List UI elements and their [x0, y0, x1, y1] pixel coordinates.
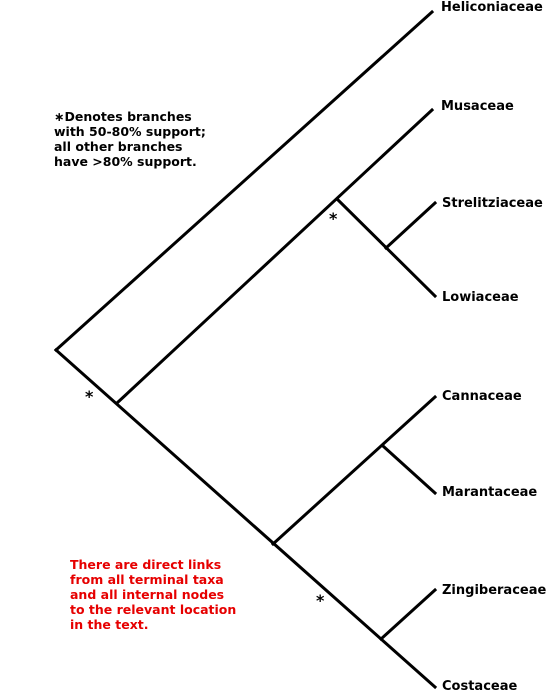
taxon-musaceae[interactable]: Musaceae: [441, 99, 514, 114]
taxon-heliconiaceae[interactable]: Heliconiaceae: [441, 0, 543, 15]
support-marker-ingroup-node: *: [85, 387, 94, 406]
support-marker-musaceae-clade: *: [329, 209, 338, 228]
branch-node6-marantaceae[interactable]: [380, 443, 438, 496]
links-note: There are direct links from all terminal…: [70, 557, 236, 632]
branch-node2-musaceae[interactable]: [114, 107, 435, 406]
taxon-lowiaceae[interactable]: Lowiaceae: [442, 290, 519, 305]
taxon-zingiberaceae[interactable]: Zingiberaceae: [442, 583, 546, 598]
branch-root-costaceae[interactable]: [53, 347, 438, 690]
branch-node4-strelitziaceae[interactable]: [383, 200, 438, 251]
support-note-line-3: all other branches: [54, 139, 183, 154]
branch-root-heliconiaceae[interactable]: [53, 9, 435, 353]
support-marker-symbol: ∗: [54, 109, 65, 124]
support-marker-zingiberaceae-clade: *: [316, 591, 325, 610]
links-note-line-4: to the relevant location: [70, 602, 237, 617]
taxon-cannaceae[interactable]: Cannaceae: [442, 389, 522, 404]
links-note-line-2: from all terminal taxa: [70, 572, 224, 587]
support-note-line-4: have >80% support.: [54, 154, 197, 169]
taxon-strelitziaceae[interactable]: Strelitziaceae: [442, 196, 543, 211]
branch-node7-zingiberaceae[interactable]: [378, 587, 438, 642]
branch-node5-cannaceae[interactable]: [270, 394, 438, 547]
support-note-line-1: ∗Denotes branches: [54, 109, 192, 124]
links-note-line-5: in the text.: [70, 617, 149, 632]
support-note-line-2: with 50-80% support;: [54, 124, 206, 139]
links-note-line-1: There are direct links: [70, 557, 222, 572]
taxon-marantaceae[interactable]: Marantaceae: [442, 485, 538, 500]
taxon-costaceae[interactable]: Costaceae: [442, 679, 518, 694]
links-note-line-3: and all internal nodes: [70, 587, 225, 602]
support-note: ∗Denotes branches with 50-80% support; a…: [54, 109, 206, 169]
